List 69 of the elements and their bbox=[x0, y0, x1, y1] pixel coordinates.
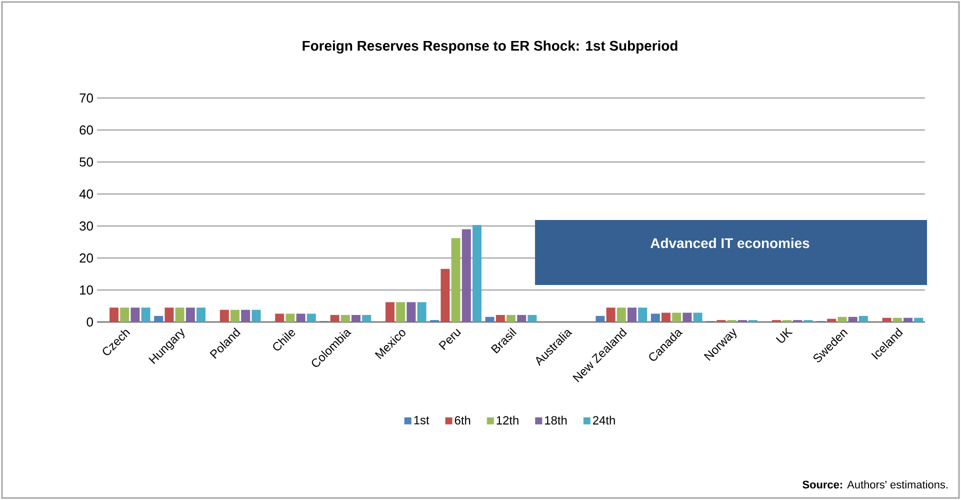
bar bbox=[406, 302, 416, 322]
bar bbox=[638, 308, 648, 322]
bar bbox=[616, 308, 626, 322]
bar bbox=[904, 318, 913, 322]
bar bbox=[220, 310, 229, 322]
bar bbox=[451, 238, 460, 322]
bar bbox=[417, 302, 426, 322]
bar bbox=[650, 314, 660, 322]
bar bbox=[914, 318, 924, 322]
x-tick-label: UK bbox=[776, 327, 793, 343]
bar bbox=[528, 314, 537, 322]
bar bbox=[506, 314, 516, 322]
bar bbox=[396, 302, 406, 322]
bar bbox=[596, 316, 605, 322]
bar bbox=[462, 229, 471, 322]
y-tick-label: 30 bbox=[80, 221, 93, 231]
bar bbox=[672, 312, 682, 322]
y-tick-label: 10 bbox=[80, 285, 93, 295]
bar bbox=[693, 312, 702, 322]
annotation: Advanced IT economies bbox=[650, 238, 810, 248]
bar bbox=[496, 314, 505, 322]
bar bbox=[154, 316, 164, 322]
bar bbox=[340, 314, 350, 322]
bar bbox=[386, 302, 395, 322]
bar bbox=[892, 318, 902, 322]
bar bbox=[682, 312, 692, 322]
bar bbox=[141, 308, 150, 322]
bar bbox=[440, 268, 450, 322]
bar bbox=[286, 314, 295, 322]
bar bbox=[130, 308, 140, 322]
bar bbox=[662, 312, 671, 322]
bar bbox=[252, 310, 261, 322]
legend-label: 12th bbox=[496, 416, 518, 425]
bar bbox=[296, 314, 306, 322]
y-tick-label: 40 bbox=[79, 189, 93, 199]
bar bbox=[606, 308, 616, 322]
bar bbox=[175, 308, 184, 322]
bar bbox=[517, 314, 526, 322]
bar bbox=[110, 308, 118, 322]
bar bbox=[838, 316, 847, 322]
legend-label: 1st bbox=[414, 416, 430, 424]
y-tick-label: 70 bbox=[80, 93, 93, 103]
bar bbox=[120, 308, 130, 322]
legend-label: 18th bbox=[545, 416, 567, 425]
bar bbox=[362, 314, 372, 322]
bar bbox=[485, 316, 494, 322]
bar bbox=[241, 310, 250, 322]
legend-label: 24th bbox=[592, 416, 615, 425]
bar bbox=[164, 308, 174, 322]
bar bbox=[848, 316, 858, 322]
bar bbox=[628, 308, 637, 322]
y-tick-label: 50 bbox=[80, 157, 93, 167]
bar bbox=[186, 308, 195, 322]
bar bbox=[306, 314, 316, 322]
bar bbox=[330, 314, 340, 322]
y-tick-label: 20 bbox=[80, 253, 93, 263]
text: Source: Authors' estimations. bbox=[802, 480, 948, 488]
y-tick-label: 0 bbox=[86, 317, 93, 327]
bar bbox=[858, 316, 868, 322]
bar bbox=[472, 225, 482, 322]
bar bbox=[827, 318, 836, 322]
bar bbox=[275, 314, 284, 322]
bar bbox=[882, 318, 892, 322]
legend-label: 6th bbox=[454, 416, 470, 425]
bar bbox=[352, 314, 361, 322]
y-tick-label: 60 bbox=[80, 125, 93, 135]
bar bbox=[196, 308, 206, 322]
bar bbox=[230, 310, 240, 322]
chart-title: Foreign Reserves Response to ER Shock: 1st Subperiod bbox=[302, 40, 678, 54]
